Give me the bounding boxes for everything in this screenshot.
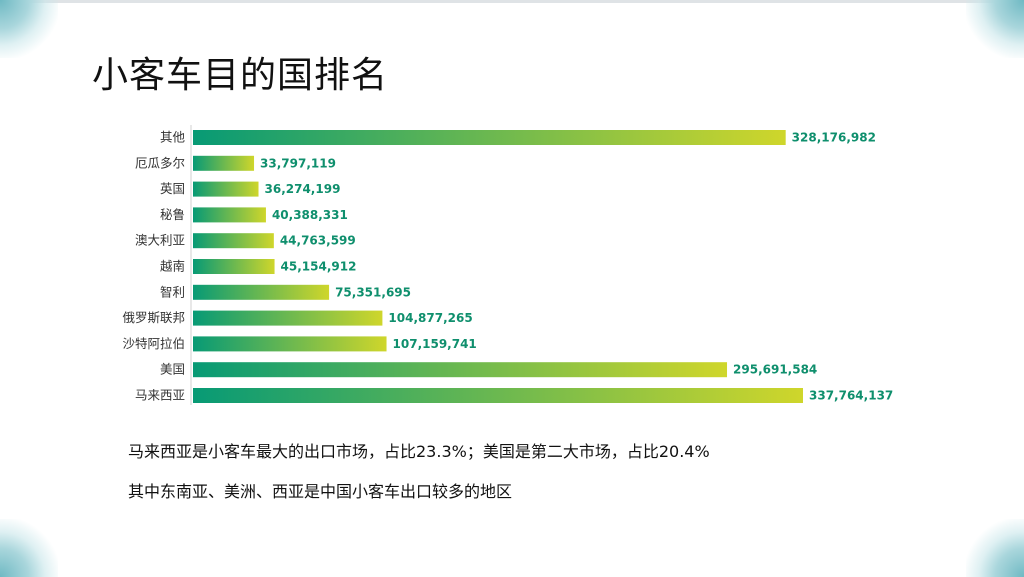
bar — [193, 155, 255, 171]
category-label: 美国 — [160, 362, 185, 377]
value-label: 107,159,741 — [393, 337, 477, 351]
bar — [193, 310, 383, 326]
bar-chart: 其他 328,176,982 厄瓜多尔 33,797,119 英国 36,274,199 秘… — [122, 125, 893, 405]
bar — [193, 233, 274, 249]
corner-decoration-bottom-left — [0, 519, 58, 577]
value-label: 45,154,912 — [281, 260, 357, 274]
value-label: 337,764,137 — [809, 389, 893, 403]
top-border — [0, 0, 1024, 3]
corner-decoration-top-right — [966, 0, 1024, 58]
corner-decoration-top-left — [0, 0, 58, 58]
bar — [193, 388, 803, 403]
bar — [193, 207, 266, 223]
corner-decoration-bottom-right — [966, 519, 1024, 577]
summary-line-2: 其中东南亚、美洲、西亚是中国小客车出口较多的地区 — [128, 482, 513, 501]
category-label: 其他 — [160, 130, 186, 145]
category-label: 越南 — [160, 259, 185, 274]
value-label: 328,176,982 — [792, 131, 876, 145]
bar — [193, 259, 275, 274]
bar — [193, 181, 259, 197]
bar — [193, 284, 330, 300]
value-label: 33,797,119 — [260, 156, 336, 170]
bar — [193, 130, 786, 145]
category-label: 英国 — [160, 181, 185, 196]
category-label: 澳大利亚 — [135, 233, 185, 248]
summary-line-1: 马来西亚是小客车最大的出口市场，占比23.3%；美国是第二大市场，占比20.4% — [128, 442, 710, 461]
category-label: 厄瓜多尔 — [135, 155, 185, 170]
category-label: 智利 — [160, 284, 185, 299]
value-label: 295,691,584 — [733, 363, 817, 377]
category-label: 马来西亚 — [135, 388, 185, 403]
value-label: 44,763,599 — [280, 234, 356, 248]
bar — [193, 362, 728, 378]
slide-title: 小客车目的国排名 — [92, 55, 389, 96]
value-label: 104,877,265 — [388, 311, 472, 325]
bar — [193, 336, 387, 352]
value-label: 75,351,695 — [335, 285, 411, 299]
category-label: 沙特阿拉伯 — [122, 336, 185, 351]
value-label: 40,388,331 — [272, 208, 348, 222]
category-label: 秘鲁 — [160, 207, 185, 222]
value-label: 36,274,199 — [265, 182, 341, 196]
category-label: 俄罗斯联邦 — [122, 310, 185, 325]
